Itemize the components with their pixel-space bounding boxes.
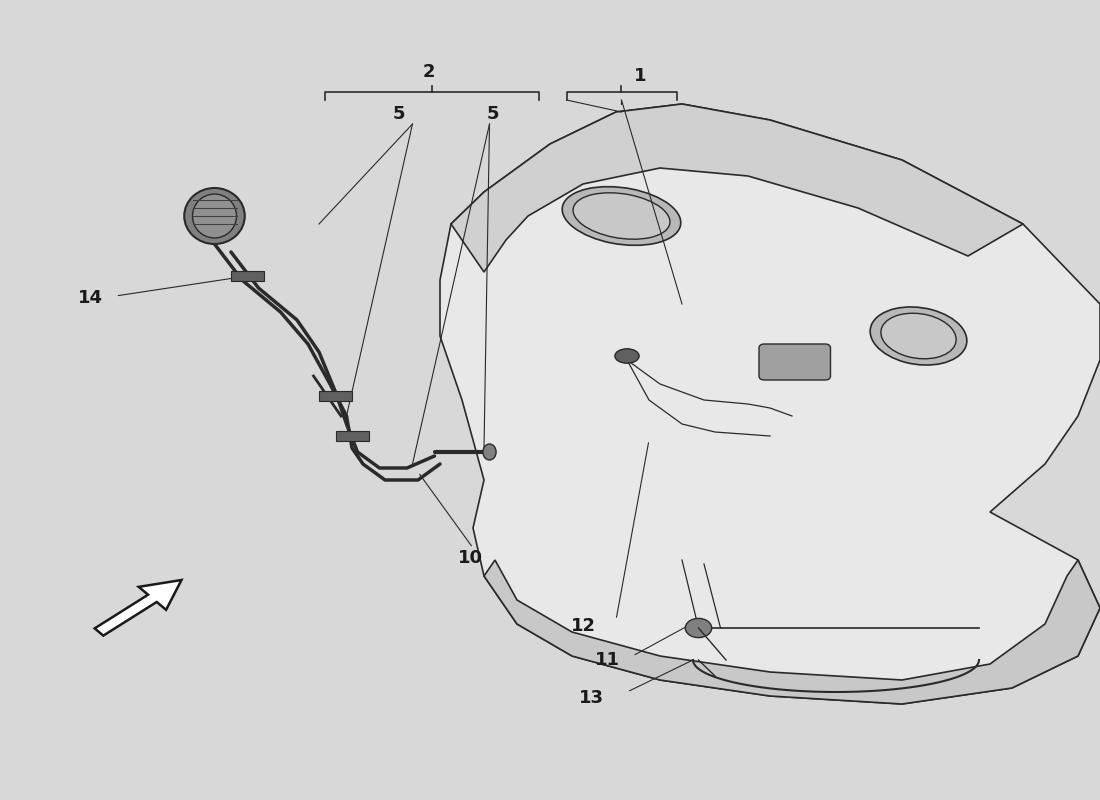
Ellipse shape [192, 194, 236, 238]
Polygon shape [451, 104, 1023, 272]
Ellipse shape [573, 193, 670, 239]
Circle shape [685, 618, 712, 638]
Ellipse shape [483, 444, 496, 460]
Text: 13: 13 [580, 689, 604, 706]
Text: 14: 14 [78, 289, 102, 306]
Text: 5: 5 [393, 105, 406, 122]
Bar [319, 391, 352, 401]
Text: 11: 11 [595, 651, 619, 669]
Polygon shape [440, 104, 1100, 704]
FancyArrow shape [95, 580, 182, 636]
Bar [231, 271, 264, 281]
Text: 12: 12 [571, 617, 595, 634]
Bar [336, 431, 368, 441]
Ellipse shape [185, 188, 244, 244]
Text: 5: 5 [486, 105, 499, 122]
Text: 10: 10 [459, 550, 483, 567]
FancyBboxPatch shape [759, 344, 830, 380]
Ellipse shape [870, 307, 967, 365]
Text: 1: 1 [634, 67, 647, 85]
Polygon shape [484, 560, 1100, 704]
Text: 2: 2 [422, 63, 436, 81]
Ellipse shape [562, 186, 681, 246]
Ellipse shape [615, 349, 639, 363]
Ellipse shape [881, 314, 956, 358]
